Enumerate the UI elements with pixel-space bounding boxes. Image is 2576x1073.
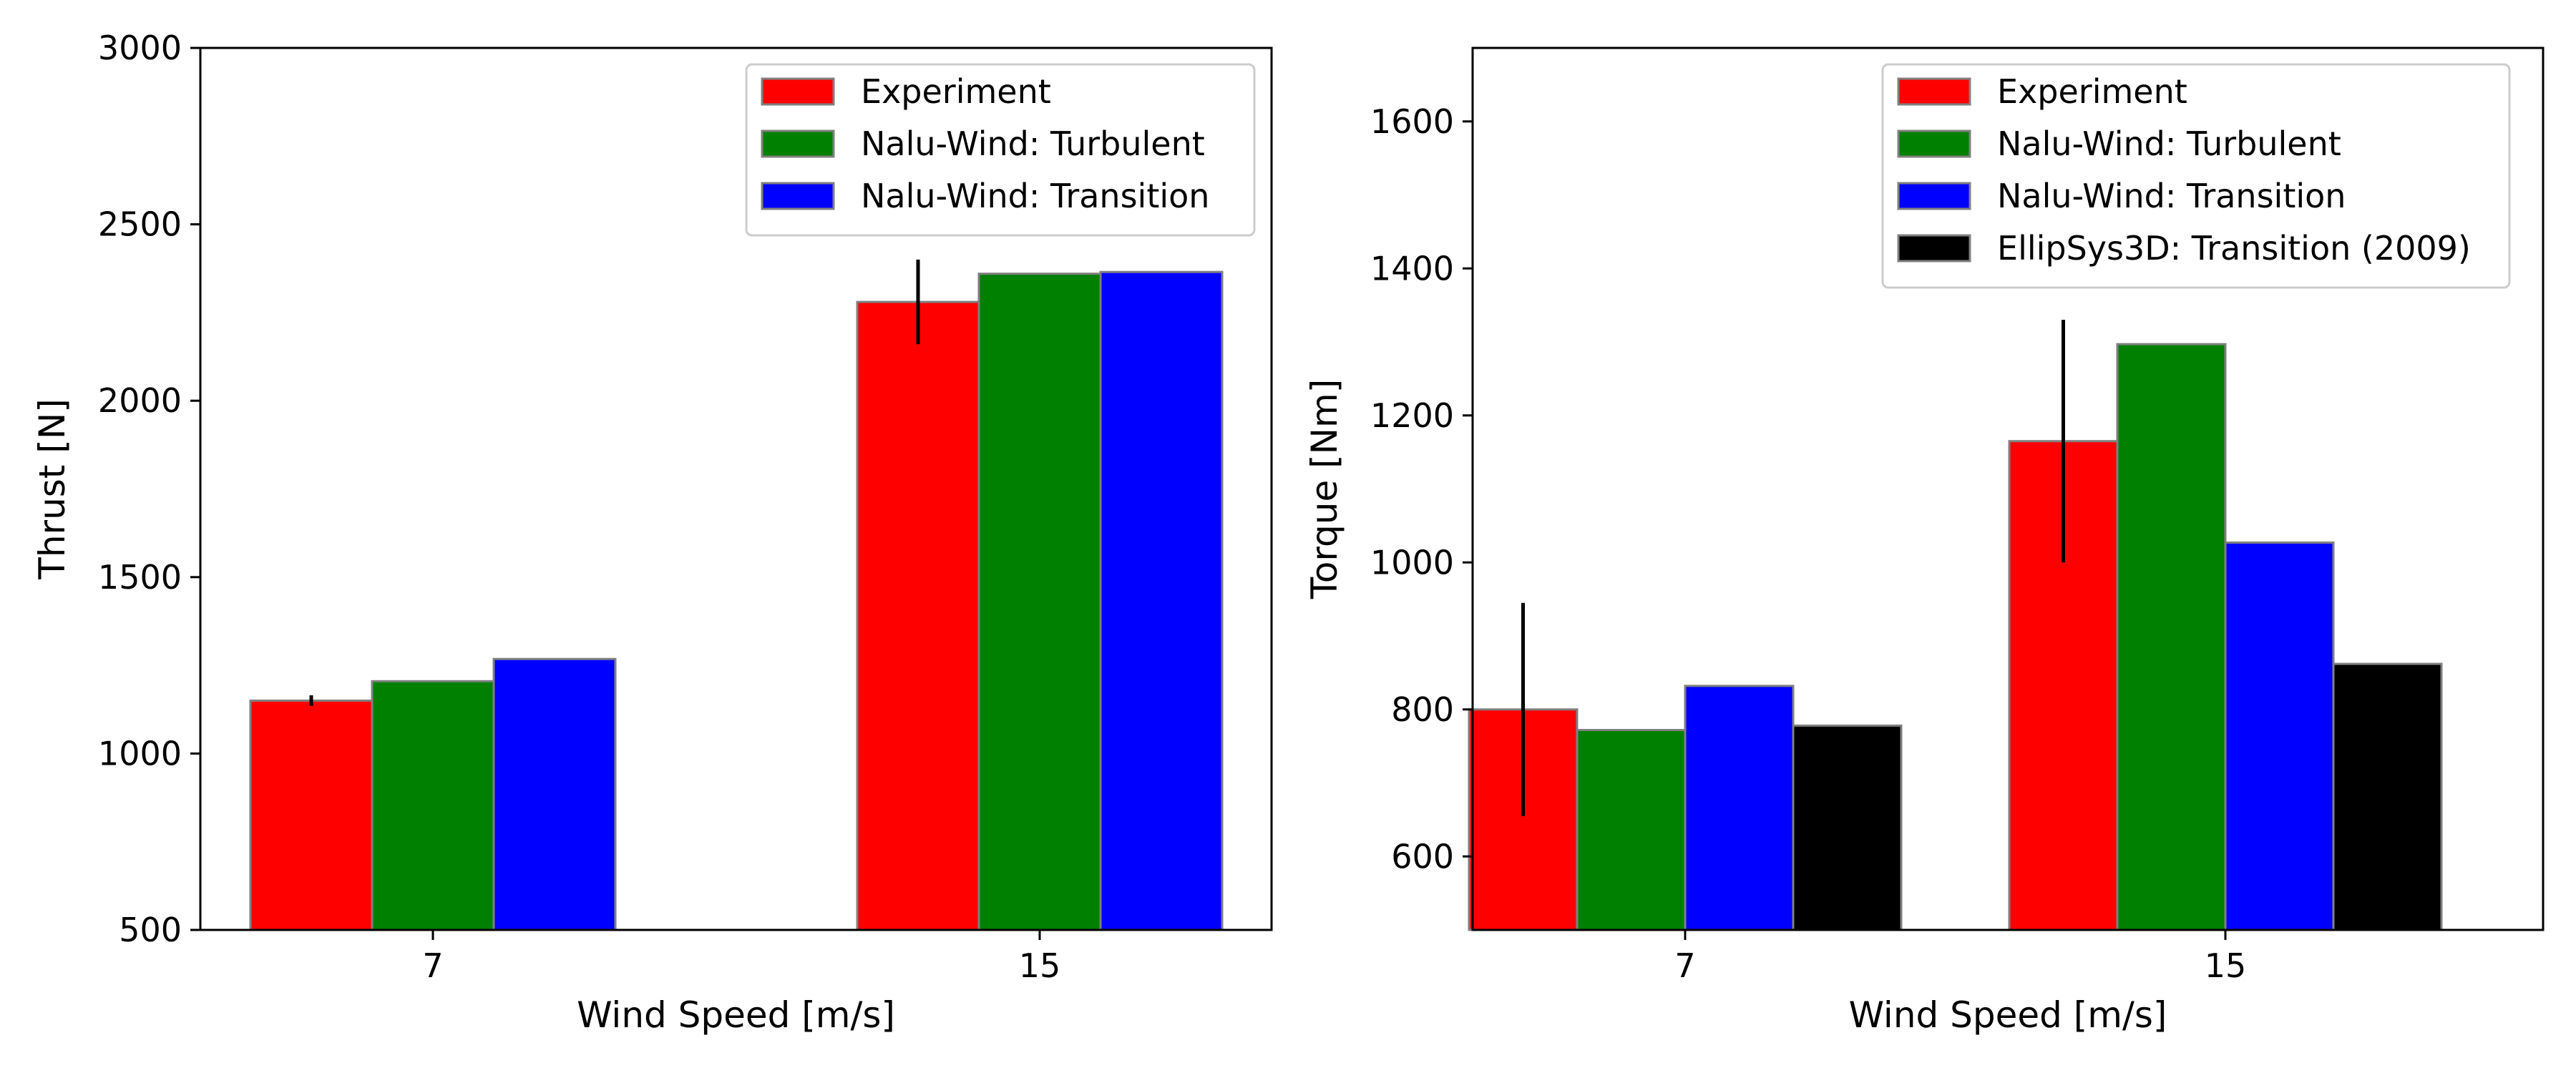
legend-label: Experiment [1997, 72, 2187, 111]
bar [2116, 343, 2227, 931]
x-tick-label: 7 [422, 946, 443, 985]
legend-label: Experiment [861, 72, 1051, 111]
y-tick-label: 1000 [1370, 543, 1454, 582]
legend-label: Nalu-Wind: Turbulent [861, 124, 1205, 163]
x-tick-label: 15 [1019, 946, 1061, 985]
y-axis-label: Thrust [N] [31, 398, 73, 579]
x-tick-label: 15 [2205, 946, 2247, 985]
legend-label: Nalu-Wind: Turbulent [1997, 124, 2341, 163]
torque-chart: 600 800 1000 1200 1400 1600 7 15 Wind Speed [m/s… [1304, 46, 2545, 1036]
bar [371, 680, 495, 931]
bar [977, 273, 1102, 931]
bar [856, 300, 980, 931]
bar [249, 699, 374, 931]
y-tick-label: 1000 [98, 734, 182, 773]
y-tick-label: 500 [119, 911, 182, 949]
legend-swatch [761, 77, 835, 106]
axes-frame [1471, 46, 2545, 931]
legend-swatch [761, 182, 835, 210]
legend-swatch [1897, 129, 1971, 158]
legend-box [1881, 63, 2511, 289]
legend-label: Nalu-Wind: Transition [861, 177, 1209, 215]
bar [2332, 662, 2443, 931]
legend-swatch [1897, 234, 1971, 263]
legend-swatch [1897, 77, 1971, 106]
y-tick-label: 3000 [98, 29, 182, 67]
y-tick-label: 2000 [98, 381, 182, 420]
axes-frame [199, 46, 1273, 931]
bar [1099, 270, 1224, 931]
y-tick-label: 2500 [98, 205, 182, 244]
y-tick-label: 1200 [1370, 396, 1454, 435]
y-tick-label: 1400 [1370, 249, 1454, 288]
legend-label: Nalu-Wind: Transition [1997, 177, 2346, 215]
legend-swatch [1897, 182, 1971, 210]
bar [1684, 685, 1795, 931]
y-tick-label: 600 [1391, 837, 1454, 876]
legend-box [745, 63, 1256, 237]
bar [1576, 729, 1687, 931]
legend-swatch [761, 129, 835, 158]
legend-label: EllipSys3D: Transition (2009) [1997, 229, 2471, 268]
bar [2224, 542, 2335, 931]
y-tick-label: 800 [1391, 690, 1454, 729]
y-tick-label: 1600 [1370, 102, 1454, 141]
y-tick-label: 1500 [98, 558, 182, 597]
x-tick-label: 7 [1674, 946, 1695, 985]
bar [492, 657, 617, 931]
x-axis-label: Wind Speed [m/s] [577, 994, 895, 1036]
bar [1792, 724, 1903, 931]
thrust-chart: 500 1000 1500 2000 2500 3000 7 15 Wind Speed [m/… [31, 29, 1273, 1036]
y-axis-label: Torque [Nm] [1304, 379, 1345, 600]
x-axis-label: Wind Speed [m/s] [1849, 994, 2167, 1036]
